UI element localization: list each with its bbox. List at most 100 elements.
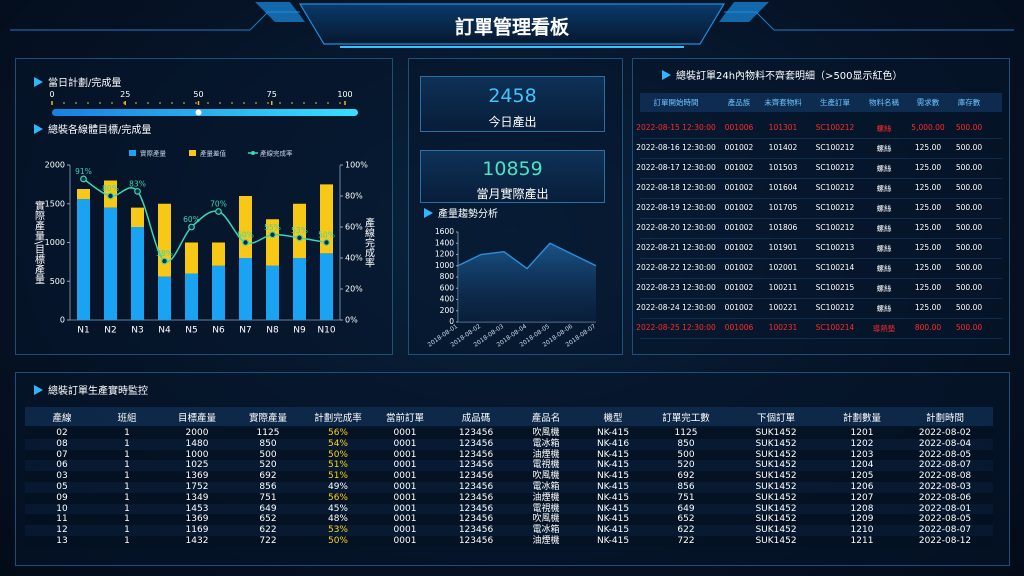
table-cell: 101604	[768, 183, 798, 192]
table-cell: 500.00	[955, 203, 983, 212]
table-cell: 11	[56, 514, 68, 525]
bar	[212, 265, 225, 320]
table-cell: 001002	[724, 203, 754, 212]
x-tick-label: N6	[212, 326, 225, 336]
table-cell: NK-415	[596, 536, 630, 546]
table-cell: 吹風機	[532, 471, 560, 482]
x-tick-label: N5	[185, 326, 197, 336]
table-cell: 125.00	[914, 283, 942, 292]
table-cell: 1	[124, 514, 130, 525]
table-cell: 125.00	[914, 243, 942, 252]
table-cell: 0001	[393, 536, 417, 546]
table-cell: 1	[124, 492, 130, 503]
table-cell: 油煙機	[532, 492, 560, 503]
y2-tick-label: 20%	[345, 285, 363, 294]
table-cell: 100211	[768, 283, 798, 292]
scale-dot	[291, 102, 293, 104]
table-cell: 10	[56, 503, 68, 514]
scale-dot	[207, 102, 209, 104]
scale-dot	[111, 102, 113, 104]
table-cell: 2022-08-25 12:30:00	[636, 323, 716, 332]
scale-dot	[123, 102, 125, 104]
scale-dot	[183, 102, 185, 104]
bar	[131, 207, 144, 227]
table-cell: SUK1452	[755, 525, 797, 536]
table-cell: 722	[677, 536, 695, 546]
x-tick-label: N2	[104, 326, 116, 336]
kpi-card: 2458 今日產出	[420, 76, 605, 132]
row-bg	[25, 514, 993, 526]
table-cell: 1000	[185, 449, 209, 460]
bar	[320, 184, 333, 254]
table-cell: 電冰箱	[532, 482, 560, 492]
table-cell: 1	[124, 460, 130, 471]
table-cell: 1209	[850, 514, 874, 525]
table-cell: 123456	[458, 514, 494, 525]
table-cell: 1205	[850, 471, 874, 482]
table-cell: 100231	[768, 323, 798, 332]
y2-tick-label: 40%	[345, 254, 363, 263]
table-cell: 001002	[724, 303, 754, 312]
line-series	[457, 242, 597, 270]
scale-dot	[99, 102, 101, 104]
table-cell: 02	[56, 428, 68, 438]
scale-dot	[339, 102, 341, 104]
table-cell: NK-415	[596, 482, 630, 492]
table-cell: 2022-08-06	[918, 492, 972, 503]
table-cell: 1369	[185, 514, 209, 525]
progress-track	[52, 109, 358, 116]
table-cell: 1206	[850, 482, 874, 492]
table-header-bg	[25, 407, 993, 426]
data-label: 60%	[183, 215, 200, 224]
table-cell: 0001	[393, 525, 417, 536]
y-tick-label: 500	[50, 277, 65, 286]
line-point	[161, 257, 168, 265]
scale-label: 75	[267, 90, 277, 99]
table-cell: NK-415	[596, 503, 630, 514]
scale-dot	[87, 102, 89, 104]
table-cell: 652	[259, 514, 277, 525]
table-cell: 09	[56, 492, 68, 503]
table-cell: 54%	[327, 438, 348, 449]
table-cell: 2022-08-22 12:30:00	[636, 263, 716, 272]
y2-tick-label: 100%	[345, 161, 368, 170]
table-cell: 125.00	[914, 303, 942, 312]
table-cell: 125.00	[914, 263, 942, 272]
table-cell: 123456	[458, 449, 494, 460]
legend-swatch	[251, 151, 255, 155]
column-header: 未齊套物料	[764, 98, 802, 107]
table-cell: SUK1452	[755, 482, 797, 492]
table-cell: 03	[56, 471, 68, 482]
kpi-value: 10859	[482, 158, 543, 180]
table-cell: 1	[124, 536, 130, 546]
table-cell: 1125	[674, 428, 698, 438]
table-cell: 751	[259, 492, 277, 503]
header-frame: 訂單管理看板	[10, 2, 1014, 48]
row-divider	[640, 158, 1002, 159]
table-cell: 油煙機	[532, 449, 560, 460]
table-cell: 1210	[850, 525, 874, 536]
line-point	[269, 231, 276, 239]
table-cell: 001002	[724, 183, 754, 192]
table-cell: 500.00	[955, 323, 983, 332]
scale-dot	[75, 102, 77, 104]
table-cell: 1201	[850, 428, 874, 438]
column-header: 下個訂單	[756, 413, 795, 424]
table-cell: 100221	[768, 303, 798, 312]
column-header: 當前訂單	[385, 413, 424, 424]
table-cell: 123456	[458, 482, 494, 492]
table-cell: 電視機	[532, 503, 560, 514]
table-cell: 0001	[393, 482, 417, 492]
row-bg	[25, 471, 993, 482]
table-cell: 12	[56, 525, 68, 536]
y-tick-label: 1000	[45, 238, 65, 247]
table-cell: 101503	[768, 163, 798, 172]
scale-dot	[159, 102, 161, 104]
table-cell: SUK1452	[755, 438, 797, 449]
table-cell: 1453	[185, 503, 209, 514]
table-cell: 螺絲	[876, 144, 892, 153]
table-cell: 001002	[724, 143, 754, 152]
line-point	[215, 208, 222, 215]
line-point	[80, 175, 87, 183]
